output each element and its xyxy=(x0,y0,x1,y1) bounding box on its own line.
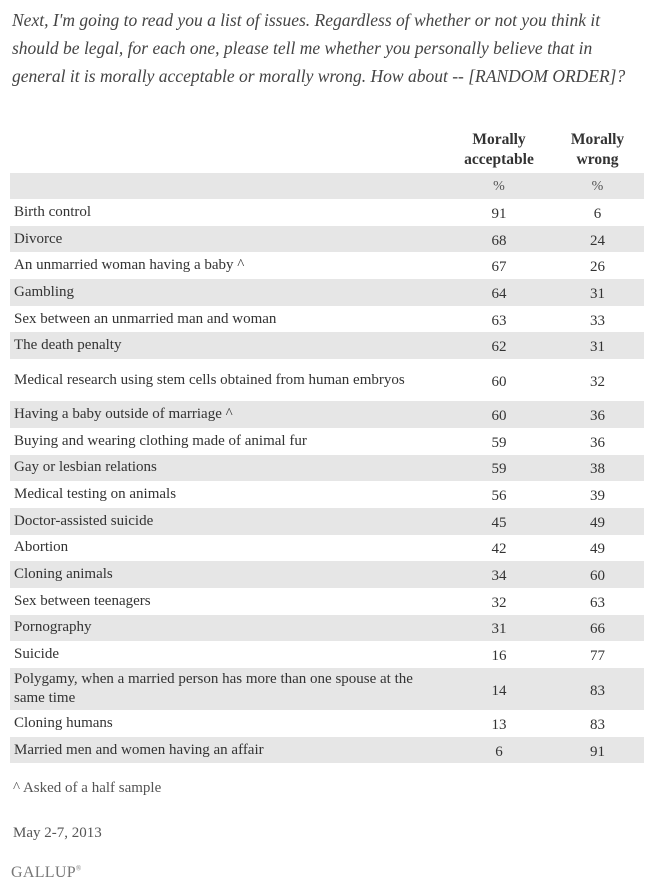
issue-cell: Gay or lesbian relations xyxy=(10,454,447,482)
wrong-cell: 83 xyxy=(551,668,644,710)
wrong-cell: 36 xyxy=(551,401,644,428)
issue-cell: The death penalty xyxy=(10,332,447,360)
wrong-cell: 36 xyxy=(551,427,644,455)
acceptable-cell: 32 xyxy=(447,587,551,615)
table-row: Having a baby outside of marriage ^ 60 36 xyxy=(10,401,644,428)
acceptable-cell: 68 xyxy=(447,225,551,253)
issue-cell: Divorce xyxy=(10,225,447,253)
acceptable-cell: 60 xyxy=(447,401,551,428)
issue-cell: Medical testing on animals xyxy=(10,481,447,508)
wrong-cell: 32 xyxy=(551,359,644,402)
issue-cell: Abortion xyxy=(10,534,447,562)
footnote: ^ Asked of a half sample xyxy=(13,780,162,796)
table-row: Polygamy, when a married person has more… xyxy=(10,668,644,710)
table-row: Pornography 31 66 xyxy=(10,614,644,642)
issue-cell: Birth control xyxy=(10,199,447,226)
table-row: Divorce 68 24 xyxy=(10,225,644,253)
unit-row: % % xyxy=(10,173,644,199)
issue-cell: Sex between an unmarried man and woman xyxy=(10,305,447,333)
table-row: Buying and wearing clothing made of anim… xyxy=(10,427,644,455)
wrong-cell: 83 xyxy=(551,710,644,737)
table-row: Sex between an unmarried man and woman 63… xyxy=(10,305,644,333)
wrong-cell: 60 xyxy=(551,561,644,588)
question-text: Next, I'm going to read you a list of is… xyxy=(12,10,626,86)
wrong-cell: 77 xyxy=(551,641,644,668)
header-row: Morally acceptable Morally wrong xyxy=(10,130,644,173)
issue-cell: Buying and wearing clothing made of anim… xyxy=(10,427,447,455)
wrong-cell: 6 xyxy=(551,199,644,226)
acceptable-cell: 62 xyxy=(447,332,551,360)
issue-cell: Pornography xyxy=(10,614,447,642)
issue-cell: Suicide xyxy=(10,641,447,668)
issue-cell: Gambling xyxy=(10,279,447,306)
unit-cell-acceptable: % xyxy=(447,173,551,199)
issue-cell: Cloning animals xyxy=(10,561,447,588)
wrong-cell: 26 xyxy=(551,252,644,280)
table-row: Abortion 42 49 xyxy=(10,534,644,562)
acceptable-cell: 42 xyxy=(447,534,551,562)
acceptable-cell: 6 xyxy=(447,736,551,764)
issue-cell: Sex between teenagers xyxy=(10,587,447,615)
results-table: Morally acceptable Morally wrong % % Bir… xyxy=(10,130,644,764)
survey-date: May 2-7, 2013 xyxy=(13,825,102,841)
wrong-cell: 66 xyxy=(551,614,644,642)
gallup-logo: GALLUP® xyxy=(11,864,82,882)
issue-cell: An unmarried woman having a baby ^ xyxy=(10,252,447,280)
acceptable-cell: 64 xyxy=(447,279,551,306)
logo-registered-mark: ® xyxy=(75,864,82,873)
wrong-cell: 91 xyxy=(551,736,644,764)
issue-cell: Cloning humans xyxy=(10,710,447,737)
acceptable-cell: 16 xyxy=(447,641,551,668)
issue-cell: Married men and women having an affair xyxy=(10,736,447,764)
wrong-cell: 49 xyxy=(551,507,644,535)
acceptable-cell: 63 xyxy=(447,305,551,333)
acceptable-cell: 13 xyxy=(447,710,551,737)
acceptable-cell: 91 xyxy=(447,199,551,226)
logo-text: GALLUP xyxy=(11,864,76,881)
wrong-cell: 63 xyxy=(551,587,644,615)
table-row: Medical research using stem cells obtain… xyxy=(10,359,644,402)
acceptable-cell: 45 xyxy=(447,507,551,535)
wrong-cell: 39 xyxy=(551,481,644,508)
table-row: Gay or lesbian relations 59 38 xyxy=(10,454,644,482)
table-row: The death penalty 62 31 xyxy=(10,332,644,360)
issue-cell: Medical research using stem cells obtain… xyxy=(10,359,447,402)
issue-cell: Polygamy, when a married person has more… xyxy=(10,668,447,710)
acceptable-cell: 34 xyxy=(447,561,551,588)
unit-cell-issue xyxy=(10,173,447,199)
issue-column-header xyxy=(10,130,447,173)
acceptable-cell: 67 xyxy=(447,252,551,280)
acceptable-cell: 14 xyxy=(447,668,551,710)
table-row: Sex between teenagers 32 63 xyxy=(10,587,644,615)
wrong-cell: 49 xyxy=(551,534,644,562)
wrong-cell: 31 xyxy=(551,279,644,306)
table-row: Cloning humans 13 83 xyxy=(10,710,644,737)
table-row: Gambling 64 31 xyxy=(10,279,644,306)
wrong-cell: 31 xyxy=(551,332,644,360)
wrong-cell: 24 xyxy=(551,225,644,253)
acceptable-cell: 60 xyxy=(447,359,551,402)
table-row: Suicide 16 77 xyxy=(10,641,644,668)
table-row: Medical testing on animals 56 39 xyxy=(10,481,644,508)
acceptable-cell: 59 xyxy=(447,454,551,482)
acceptable-column-header: Morally acceptable xyxy=(464,131,534,168)
table-row: An unmarried woman having a baby ^ 67 26 xyxy=(10,252,644,280)
acceptable-cell: 31 xyxy=(447,614,551,642)
acceptable-cell: 59 xyxy=(447,427,551,455)
table-row: Cloning animals 34 60 xyxy=(10,561,644,588)
wrong-cell: 33 xyxy=(551,305,644,333)
acceptable-cell: 56 xyxy=(447,481,551,508)
wrong-cell: 38 xyxy=(551,454,644,482)
table-row: Married men and women having an affair 6 9… xyxy=(10,736,644,764)
issue-cell: Having a baby outside of marriage ^ xyxy=(10,401,447,428)
unit-cell-wrong: % xyxy=(551,173,644,199)
table-row: Birth control 91 6 xyxy=(10,199,644,226)
wrong-column-header: Morally wrong xyxy=(570,131,625,168)
issue-cell: Doctor-assisted suicide xyxy=(10,507,447,535)
table-row: Doctor-assisted suicide 45 49 xyxy=(10,507,644,535)
